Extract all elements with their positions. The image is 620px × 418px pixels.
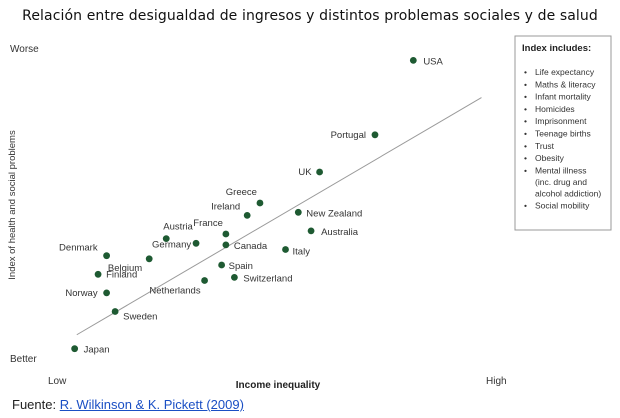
x-tick-label-left: Low (48, 376, 67, 387)
legend-item: Homicides (535, 104, 575, 114)
legend-item-line: Mental illness (535, 165, 587, 175)
point-label-australia: Australia (321, 227, 359, 238)
chart-title: Relación entre desigualdad de ingresos y… (22, 8, 598, 24)
point-label-finland: Finland (106, 269, 137, 280)
point-canada (222, 241, 230, 249)
source-note: Fuente: R. Wilkinson & K. Pickett (2009) (12, 397, 244, 412)
point-japan (71, 345, 79, 353)
point-switzerland (231, 274, 238, 281)
point-france (222, 230, 230, 238)
point-label-new-zealand: New Zealand (306, 208, 362, 219)
point-label-japan: Japan (84, 345, 110, 356)
point-austria (162, 235, 170, 243)
point-label-belgium: Belgium (108, 263, 142, 274)
point-australia (307, 227, 315, 235)
axes: Better Worse Low High Income inequality Index… (7, 44, 507, 391)
point-usa (409, 57, 417, 64)
legend-bullet: • (524, 67, 527, 77)
source-prefix: Fuente: (12, 397, 60, 412)
point-belgium (145, 255, 153, 263)
point-label-denmark: Denmark (59, 243, 98, 254)
legend-item: Social mobility (535, 201, 590, 211)
point-label-sweden: Sweden (123, 312, 157, 323)
point-label-portugal: Portugal (331, 130, 366, 141)
y-axis-label: Index of health and social problems (7, 130, 18, 280)
points-group: USA Portugal UK Greece Ireland New Zealand Aus… (59, 56, 443, 355)
point-label-austria: Austria (163, 222, 193, 233)
legend-bullet: • (524, 104, 527, 114)
point-uk (316, 168, 323, 176)
point-denmark (103, 252, 110, 260)
legend-bullet: • (524, 116, 527, 126)
point-label-switzerland: Switzerland (243, 273, 292, 284)
legend-box (514, 35, 612, 231)
source-link[interactable]: R. Wilkinson & K. Pickett (2009) (59, 397, 244, 412)
trend-line-group (76, 97, 482, 336)
legend-item: Obesity (535, 153, 565, 163)
point-portugal (371, 131, 379, 139)
x-tick-label-right: High (486, 376, 507, 387)
x-axis-label: Income inequality (236, 380, 321, 391)
legend-title: Index includes: (522, 43, 591, 54)
point-label-france: France (193, 218, 223, 229)
point-sweden (111, 308, 119, 315)
point-italy (282, 246, 289, 253)
legend: Index includes: • Life expectancy • Maths & … (514, 35, 612, 231)
point-label-usa: USA (423, 56, 443, 67)
point-label-italy: Italy (293, 247, 311, 258)
point-label-greece: Greece (226, 187, 257, 198)
legend-item: Maths & literacy (535, 79, 596, 89)
legend-bullet: • (524, 129, 527, 139)
legend-item: Life expectancy (535, 67, 595, 77)
point-label-canada: Canada (234, 241, 268, 252)
legend-bullet: • (524, 165, 527, 175)
legend-item: Teenage births (535, 129, 591, 139)
legend-item: Imprisonment (535, 116, 587, 126)
legend-item: Trust (535, 141, 555, 151)
legend-item: Mental illness (inc. drug and alcohol addi… (535, 165, 601, 198)
legend-item-line: alcohol addiction) (535, 188, 601, 198)
y-tick-label-bottom: Better (10, 354, 37, 365)
point-label-ireland: Ireland (211, 201, 240, 212)
legend-bullet: • (524, 79, 527, 89)
point-label-germany: Germany (152, 239, 191, 250)
point-label-netherlands: Netherlands (149, 286, 200, 297)
point-label-uk: UK (298, 167, 312, 178)
trend-line (76, 97, 482, 336)
point-spain (218, 261, 226, 269)
legend-bullet: • (524, 201, 527, 211)
legend-bullet: • (524, 92, 527, 102)
legend-bullet: • (524, 153, 527, 163)
point-norway (103, 289, 110, 297)
point-label-norway: Norway (65, 288, 97, 299)
point-germany (192, 239, 200, 247)
point-finland (94, 270, 102, 278)
point-netherlands (201, 277, 208, 284)
legend-item-line: (inc. drug and (535, 177, 587, 187)
point-new-zealand (294, 208, 302, 216)
legend-bullet: • (524, 141, 527, 151)
point-greece (256, 199, 264, 207)
legend-item: Infant mortality (535, 92, 591, 102)
y-tick-label-top: Worse (10, 44, 39, 55)
point-label-spain: Spain (229, 261, 253, 272)
point-ireland (243, 212, 251, 219)
